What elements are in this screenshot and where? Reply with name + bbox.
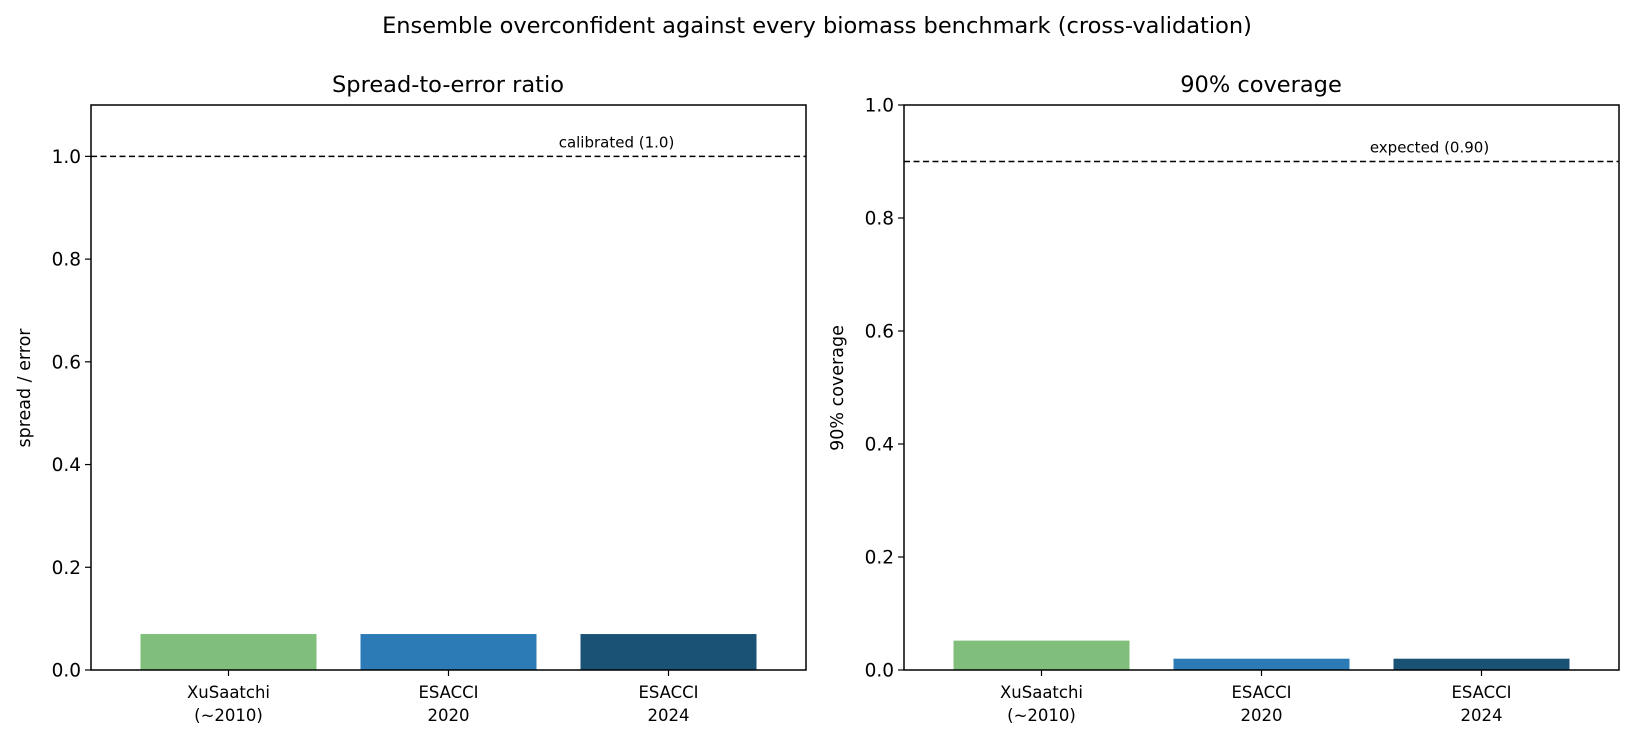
spread-error-category-label: ESACCI bbox=[418, 683, 478, 702]
coverage-ytick-label: 0.2 bbox=[865, 548, 894, 569]
spread-error-bar bbox=[360, 634, 537, 670]
spread-error-ylabel: spread / error bbox=[15, 328, 35, 448]
coverage-title: 90% coverage bbox=[1180, 72, 1342, 98]
spread-error-ytick-label: 1.0 bbox=[52, 147, 81, 168]
spread-error-panel: Spread-to-error ratio spread / error 0.0… bbox=[15, 72, 807, 725]
spread-error-category-label: 2020 bbox=[428, 706, 470, 725]
spread-error-ytick-label: 0.2 bbox=[52, 558, 81, 579]
coverage-ylabel: 90% coverage bbox=[828, 325, 848, 451]
coverage-reference-label: expected (0.90) bbox=[1370, 139, 1489, 157]
coverage-category-label: XuSaatchi bbox=[1000, 683, 1083, 702]
spread-error-ytick-label: 0.6 bbox=[52, 352, 81, 373]
spread-error-title: Spread-to-error ratio bbox=[332, 72, 564, 98]
coverage-marks: 0.0 0.2 0.4 0.6 0.8 1.0 XuSaatchi (~2010) ESACCI… bbox=[865, 96, 1619, 725]
coverage-category-label: ESACCI bbox=[1451, 683, 1511, 702]
coverage-category-label: ESACCI bbox=[1231, 683, 1291, 702]
spread-error-ytick-label: 0.8 bbox=[52, 250, 81, 271]
coverage-bar bbox=[1393, 658, 1570, 670]
spread-error-axes-frame bbox=[90, 104, 807, 671]
coverage-ytick-label: 0.4 bbox=[865, 435, 894, 456]
coverage-ytick-label: 1.0 bbox=[865, 96, 894, 117]
spread-error-ytick-label: 0.0 bbox=[52, 661, 81, 682]
spread-error-bar bbox=[140, 634, 317, 670]
coverage-bar bbox=[953, 640, 1130, 670]
spread-error-category-label: (~2010) bbox=[194, 706, 263, 725]
figure-title: Ensemble overconfident against every bio… bbox=[382, 13, 1252, 39]
coverage-panel: 90% coverage 90% coverage 0.00.20.40.60.… bbox=[828, 72, 1620, 725]
spread-error-ytick-label: 0.4 bbox=[52, 455, 81, 476]
spread-error-category-label: ESACCI bbox=[638, 683, 698, 702]
spread-error-category-label: 2024 bbox=[648, 706, 690, 725]
spread-error-marks: 0.0 0.2 0.4 0.6 0.8 1.0 XuSaatchi (~2010) ESACCI… bbox=[52, 133, 806, 725]
coverage-category-label: 2020 bbox=[1241, 706, 1283, 725]
spread-error-bar bbox=[580, 634, 757, 670]
coverage-ytick-label: 0.8 bbox=[865, 209, 894, 230]
spread-error-reference-label: calibrated (1.0) bbox=[559, 133, 675, 151]
coverage-category-label: (~2010) bbox=[1007, 706, 1076, 725]
coverage-category-label: 2024 bbox=[1461, 706, 1503, 725]
coverage-axes-frame bbox=[903, 104, 1620, 671]
coverage-bar bbox=[1173, 658, 1350, 670]
spread-error-category-label: XuSaatchi bbox=[187, 683, 270, 702]
coverage-ytick-label: 0.0 bbox=[865, 661, 894, 682]
coverage-ytick-label: 0.6 bbox=[865, 322, 894, 343]
